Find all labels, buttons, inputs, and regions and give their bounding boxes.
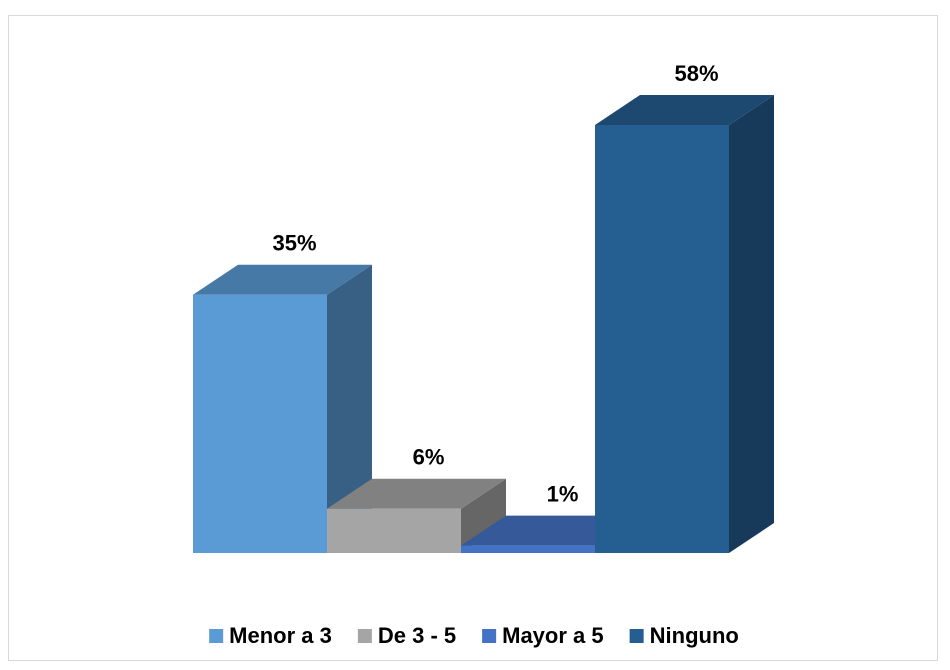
data-label: 6% <box>413 445 445 470</box>
data-label: 58% <box>674 61 718 86</box>
bar-top <box>193 264 372 295</box>
bar-side <box>729 95 774 553</box>
bar-top <box>327 478 506 509</box>
bar-side <box>327 264 372 553</box>
legend-swatch <box>482 629 497 643</box>
chart-frame <box>8 15 938 661</box>
legend-swatch <box>357 629 372 643</box>
legend-label: Ninguno <box>650 623 739 648</box>
data-label: 35% <box>272 231 316 256</box>
bar <box>595 125 729 553</box>
legend-label: Menor a 3 <box>229 623 332 648</box>
bar <box>327 508 461 553</box>
data-label: 1% <box>547 481 579 506</box>
legend-swatch <box>629 629 644 643</box>
legend-label: Mayor a 5 <box>502 623 604 648</box>
bar <box>193 294 327 553</box>
bar-side <box>461 478 506 553</box>
bar <box>461 545 595 553</box>
legend-swatch <box>209 629 224 643</box>
bar-top <box>595 95 774 125</box>
legend-label: De 3 - 5 <box>378 623 456 648</box>
